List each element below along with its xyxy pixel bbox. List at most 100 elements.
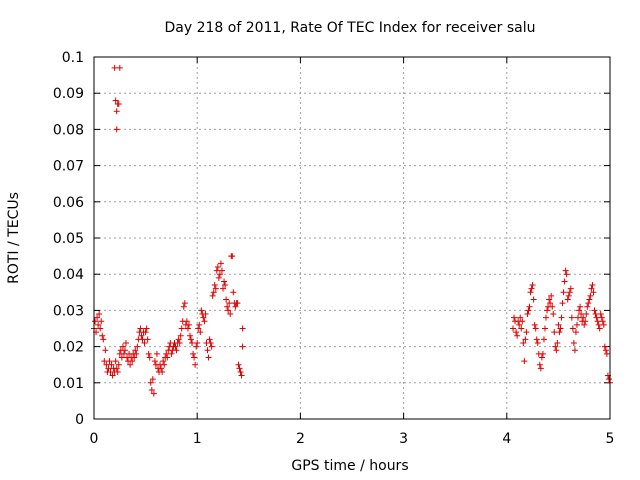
data-point bbox=[597, 311, 604, 318]
data-point bbox=[237, 368, 244, 375]
data-point bbox=[509, 325, 516, 332]
data-point bbox=[106, 358, 113, 365]
data-point bbox=[178, 325, 185, 332]
data-point bbox=[216, 271, 223, 278]
data-point bbox=[173, 347, 180, 354]
data-point bbox=[207, 339, 214, 346]
data-point bbox=[134, 343, 141, 350]
data-point bbox=[540, 336, 547, 343]
data-point bbox=[143, 325, 150, 332]
data-point bbox=[96, 311, 103, 318]
data-point bbox=[113, 108, 120, 115]
data-point bbox=[568, 314, 575, 321]
data-point bbox=[593, 314, 600, 321]
data-point bbox=[551, 329, 558, 336]
data-point bbox=[599, 318, 606, 325]
data-point bbox=[229, 253, 236, 260]
data-point bbox=[561, 278, 568, 285]
data-point bbox=[570, 339, 577, 346]
y-tick-label: 0 bbox=[75, 412, 84, 428]
data-point bbox=[120, 350, 127, 357]
data-point bbox=[190, 350, 197, 357]
data-point bbox=[214, 263, 221, 270]
data-point bbox=[218, 267, 225, 274]
data-point bbox=[193, 343, 200, 350]
data-point bbox=[578, 311, 585, 318]
data-point bbox=[115, 361, 122, 368]
y-tick-label: 0.04 bbox=[53, 267, 84, 283]
x-tick-label: 3 bbox=[399, 431, 408, 447]
data-point bbox=[113, 365, 120, 372]
data-point bbox=[160, 358, 167, 365]
data-point bbox=[239, 325, 246, 332]
data-point bbox=[533, 336, 540, 343]
chart-title: Day 218 of 2011, Rate Of TEC Index for r… bbox=[164, 20, 535, 36]
data-point bbox=[519, 318, 526, 325]
data-point bbox=[555, 321, 562, 328]
data-point bbox=[175, 336, 182, 343]
data-point bbox=[541, 325, 548, 332]
data-point bbox=[548, 292, 555, 299]
data-point bbox=[565, 292, 572, 299]
x-tick-label: 5 bbox=[606, 431, 615, 447]
data-point bbox=[116, 64, 123, 71]
data-point bbox=[550, 311, 557, 318]
data-point bbox=[172, 343, 179, 350]
data-point bbox=[198, 307, 205, 314]
data-point bbox=[186, 332, 193, 339]
data-point bbox=[97, 325, 104, 332]
y-tick-label: 0.07 bbox=[53, 159, 84, 175]
data-point bbox=[554, 339, 561, 346]
data-point bbox=[513, 329, 520, 336]
data-point bbox=[547, 300, 554, 307]
data-point bbox=[581, 321, 588, 328]
data-point bbox=[549, 303, 556, 310]
data-point bbox=[603, 350, 610, 357]
data-point bbox=[595, 321, 602, 328]
data-point bbox=[192, 361, 199, 368]
data-point bbox=[526, 303, 533, 310]
data-point bbox=[585, 300, 592, 307]
data-point bbox=[114, 368, 121, 375]
data-point bbox=[98, 318, 105, 325]
data-point bbox=[223, 296, 230, 303]
data-point bbox=[109, 372, 116, 379]
data-point bbox=[587, 292, 594, 299]
data-point bbox=[582, 318, 589, 325]
data-point bbox=[189, 339, 196, 346]
data-point bbox=[210, 289, 217, 296]
data-point bbox=[563, 271, 570, 278]
data-point bbox=[566, 289, 573, 296]
data-point bbox=[516, 321, 523, 328]
x-tick-label: 2 bbox=[296, 431, 305, 447]
data-point bbox=[161, 361, 168, 368]
data-point bbox=[139, 336, 146, 343]
data-point bbox=[221, 278, 228, 285]
data-point bbox=[557, 325, 564, 332]
data-point bbox=[197, 329, 204, 336]
data-point bbox=[101, 358, 108, 365]
data-point bbox=[239, 343, 246, 350]
data-point bbox=[572, 329, 579, 336]
data-point bbox=[212, 285, 219, 292]
data-point bbox=[528, 285, 535, 292]
y-tick-label: 0.06 bbox=[53, 195, 84, 211]
data-point bbox=[112, 97, 119, 104]
data-point bbox=[176, 339, 183, 346]
data-point bbox=[531, 321, 538, 328]
data-point bbox=[600, 321, 607, 328]
data-point bbox=[605, 376, 612, 383]
data-point bbox=[586, 296, 593, 303]
data-point bbox=[601, 343, 608, 350]
data-point bbox=[150, 390, 157, 397]
data-point bbox=[206, 336, 213, 343]
y-tick-label: 0.1 bbox=[62, 50, 84, 66]
data-point bbox=[146, 354, 153, 361]
data-point bbox=[521, 358, 528, 365]
data-point bbox=[230, 289, 237, 296]
data-point bbox=[95, 321, 102, 328]
data-point bbox=[522, 336, 529, 343]
data-point bbox=[112, 358, 119, 365]
data-point bbox=[92, 318, 99, 325]
